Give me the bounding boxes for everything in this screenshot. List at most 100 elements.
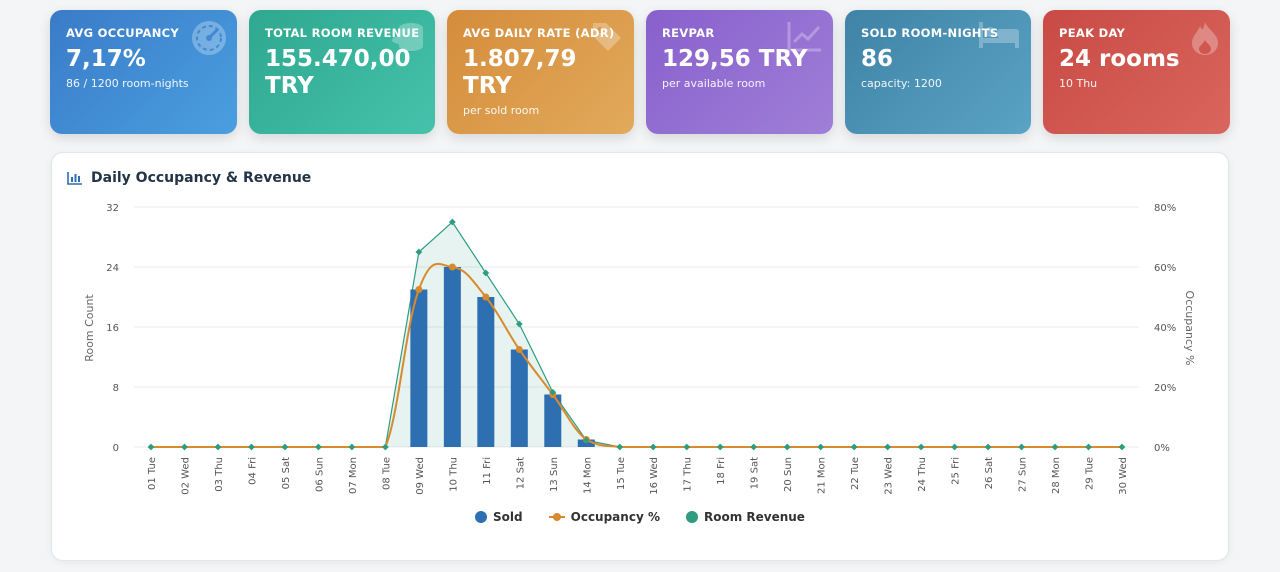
x-tick-label: 12 Sat (515, 457, 526, 489)
x-tick-label: 10 Thu (448, 457, 459, 492)
kpi-sold-room-nights: SOLD ROOM-NIGHTS 86 capacity: 1200 (845, 10, 1031, 134)
legend-sold-swatch (475, 511, 488, 523)
revenue-point (1051, 443, 1059, 451)
chart-legend: Sold Occupancy % Room Revenue (52, 510, 1228, 524)
right-tick-label: 0% (1154, 443, 1170, 454)
kpi-peak-day: PEAK DAY 24 rooms 10 Thu (1043, 10, 1230, 134)
revenue-point (281, 443, 289, 451)
kpi-label: AVG OCCUPANCY (66, 26, 180, 40)
x-tick-label: 24 Thu (917, 457, 928, 492)
revenue-area (151, 221, 1122, 448)
bar-chart-icon (67, 172, 82, 185)
kpi-revpar: REVPAR 129,56 TRY per available room (646, 10, 833, 134)
fire-icon (1192, 22, 1218, 55)
sold-bar (410, 289, 428, 447)
kpi-label: REVPAR (662, 26, 715, 40)
legend-revenue[interactable]: Room Revenue (685, 510, 805, 524)
kpi-value: 24 rooms (1059, 46, 1180, 72)
kpi-sub: capacity: 1200 (861, 77, 942, 90)
x-axis-ticks: 01 Tue 02 Wed 03 Thu 04 Fri 05 Sat 06 Sun 07 M… (147, 457, 1129, 495)
legend-sold-label: Sold (493, 510, 523, 524)
x-tick-label: 01 Tue (147, 457, 158, 490)
bed-icon (979, 22, 1019, 48)
revenue-point (616, 443, 624, 451)
right-tick-label: 80% (1154, 203, 1176, 214)
kpi-label: PEAK DAY (1059, 26, 1126, 40)
kpi-sub: per available room (662, 77, 766, 90)
revenue-point (147, 443, 155, 451)
revenue-point (448, 218, 456, 226)
gauge-icon (192, 21, 226, 55)
legend-sold[interactable]: Sold (475, 510, 523, 524)
gridlines (134, 206, 1139, 448)
revenue-point (181, 443, 188, 451)
revenue-point (817, 443, 825, 451)
sold-bar (510, 349, 528, 447)
revenue-point (750, 443, 758, 451)
legend-revenue-label: Room Revenue (703, 510, 805, 524)
x-tick-label: 13 Sun (549, 457, 560, 492)
x-tick-label: 27 Sun (1018, 457, 1029, 492)
revenue-point (716, 443, 724, 451)
x-tick-label: 26 Sat (984, 457, 995, 489)
revenue-point (850, 443, 858, 451)
x-tick-label: 29 Tue (1085, 457, 1096, 490)
occupancy-line (150, 262, 1122, 449)
revenue-point (582, 436, 590, 444)
revenue-area-fill (151, 222, 1122, 447)
kpi-sub: 86 / 1200 room-nights (66, 77, 189, 90)
x-tick-label: 11 Fri (482, 457, 493, 485)
x-tick-label: 09 Wed (415, 457, 426, 495)
sold-bar (443, 267, 461, 447)
chart-header: Daily Occupancy & Revenue (67, 170, 311, 186)
coins-icon (392, 23, 423, 51)
x-tick-label: 30 Wed (1118, 457, 1129, 495)
kpi-avg-daily-rate: AVG DAILY RATE (ADR) 1.807,79 TRY per so… (447, 10, 634, 134)
x-tick-label: 25 Fri (951, 457, 962, 485)
revenue-point (884, 443, 892, 451)
revenue-point (649, 443, 657, 451)
revenue-point (381, 443, 389, 451)
kpi-total-room-revenue: TOTAL ROOM REVENUE 155.470,00 TRY (249, 10, 435, 134)
right-axis-title: Occupancy % (1183, 291, 1196, 366)
chart-title: Daily Occupancy & Revenue (91, 170, 312, 186)
x-tick-label: 15 Tue (616, 457, 627, 490)
revenue-line (151, 221, 1122, 448)
x-tick-label: 23 Wed (884, 457, 895, 495)
right-tick-label: 60% (1154, 263, 1176, 274)
kpi-value: 7,17% (66, 46, 146, 72)
left-tick-label: 32 (106, 203, 119, 214)
right-tick-label: 20% (1154, 383, 1176, 394)
tag-icon (593, 23, 621, 51)
kpi-sub: 10 Thu (1059, 77, 1098, 90)
revenue-point (415, 248, 423, 256)
revenue-point (214, 443, 222, 451)
x-tick-label: 08 Tue (381, 457, 392, 490)
legend-occupancy-label: Occupancy % (570, 510, 660, 524)
legend-occupancy[interactable]: Occupancy % (548, 510, 660, 524)
revenue-point (984, 443, 992, 451)
x-tick-label: 17 Thu (683, 457, 694, 492)
occupancy-point (515, 346, 523, 353)
revenue-point (348, 443, 356, 451)
legend-occupancy-swatch (548, 511, 565, 523)
x-tick-label: 05 Sat (281, 457, 292, 489)
sold-bar (544, 394, 562, 447)
x-tick-label: 07 Mon (348, 457, 359, 494)
x-tick-label: 04 Fri (247, 457, 258, 485)
left-tick-label: 8 (113, 383, 119, 394)
revenue-point (248, 443, 255, 451)
revenue-point (951, 443, 958, 451)
revenue-point (683, 443, 691, 451)
revenue-point (515, 320, 523, 328)
occupancy-curve (150, 262, 1122, 449)
revenue-point (917, 443, 925, 451)
revenue-point (1118, 443, 1126, 451)
occupancy-revenue-chart: 0 8 16 24 32 0% 20% 40% 60% 80% 01 Tue 02 Wed 03 T… (83, 203, 1196, 495)
left-axis-title: Room Count (83, 294, 96, 362)
revenue-markers (147, 218, 1126, 451)
x-tick-label: 22 Tue (850, 457, 861, 490)
x-tick-label: 02 Wed (180, 457, 191, 495)
occupancy-point (482, 293, 490, 301)
legend-revenue-swatch (685, 511, 698, 523)
